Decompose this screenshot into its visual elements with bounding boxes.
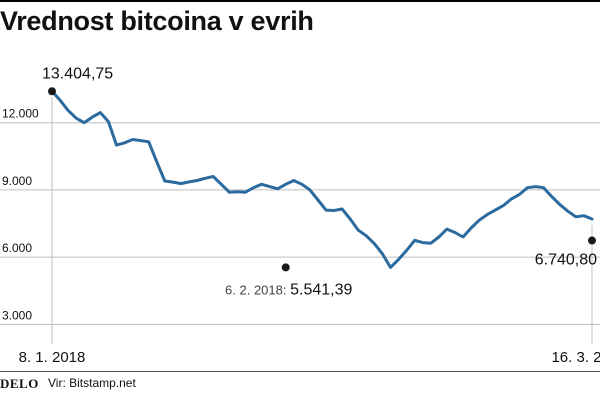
annotation-min-date: 6. 2. 2018:: [225, 282, 290, 297]
annotation-end-value: 6.740,80: [535, 252, 597, 269]
series-line: [50, 89, 594, 269]
footer-rule: [0, 371, 600, 372]
x-tick-label: 8. 1. 2018: [19, 349, 86, 366]
chart-title: Vrednost bitcoina v evrih: [0, 6, 314, 36]
y-tick-label: 3.000: [2, 308, 32, 322]
brand-logo: DELO: [0, 376, 39, 391]
y-tick-label: 6.000: [2, 241, 32, 255]
point-marker: [588, 236, 596, 245]
footer: DELO Vir: Bitstamp.net: [0, 372, 600, 392]
y-tick-label: 9.000: [2, 174, 32, 188]
source-note: Vir: Bitstamp.net: [48, 376, 136, 390]
annotation-start-value: 13.404,75: [42, 65, 113, 82]
annotation-min-number: 5.541,39: [290, 281, 352, 298]
point-marker: [281, 263, 290, 272]
y-tick-label: 12.000: [2, 107, 39, 121]
point-marker: [48, 87, 56, 96]
x-tick-label: 16. 3. 2018: [551, 349, 600, 366]
annotation-min-value: 6. 2. 2018: 5.541,39: [225, 281, 352, 298]
top-rule: [0, 0, 600, 2]
